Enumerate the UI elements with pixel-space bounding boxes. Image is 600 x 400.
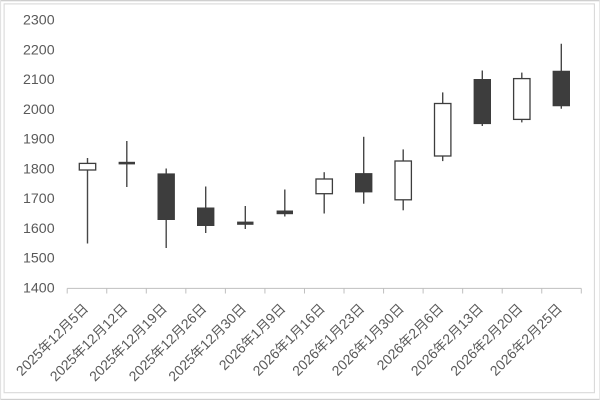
svg-text:2100: 2100 xyxy=(23,72,55,88)
svg-text:1600: 1600 xyxy=(23,221,55,237)
svg-text:1400: 1400 xyxy=(23,280,55,296)
svg-text:2200: 2200 xyxy=(23,42,55,58)
svg-text:1500: 1500 xyxy=(23,251,55,267)
svg-text:2300: 2300 xyxy=(23,13,55,29)
svg-text:2000: 2000 xyxy=(23,102,55,118)
svg-text:1800: 1800 xyxy=(23,161,55,177)
svg-text:1900: 1900 xyxy=(23,132,55,148)
svg-text:1700: 1700 xyxy=(23,191,55,207)
